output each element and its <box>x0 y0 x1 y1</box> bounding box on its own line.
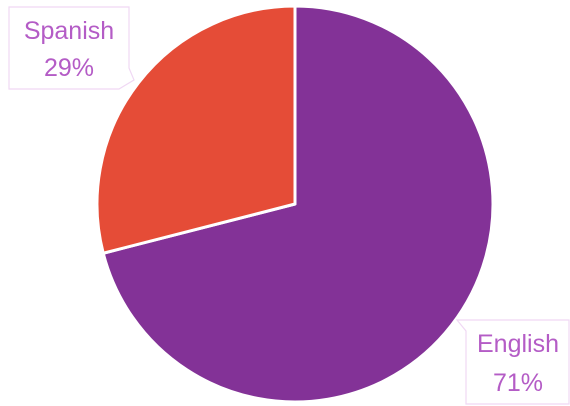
callout-english: English 71% <box>455 319 570 405</box>
data-label-spanish-category: Spanish <box>24 17 114 45</box>
data-label-english-category: English <box>477 330 559 358</box>
data-label-spanish-value: 29% <box>44 54 94 82</box>
pie-slice-english <box>101 4 495 404</box>
callout-box-spanish <box>8 6 135 90</box>
pie-slice-spanish <box>95 4 297 255</box>
callout-box-english <box>455 319 570 405</box>
data-label-english-value: 71% <box>493 369 543 397</box>
pie-slices <box>95 4 495 404</box>
callout-spanish: Spanish 29% <box>8 6 135 90</box>
